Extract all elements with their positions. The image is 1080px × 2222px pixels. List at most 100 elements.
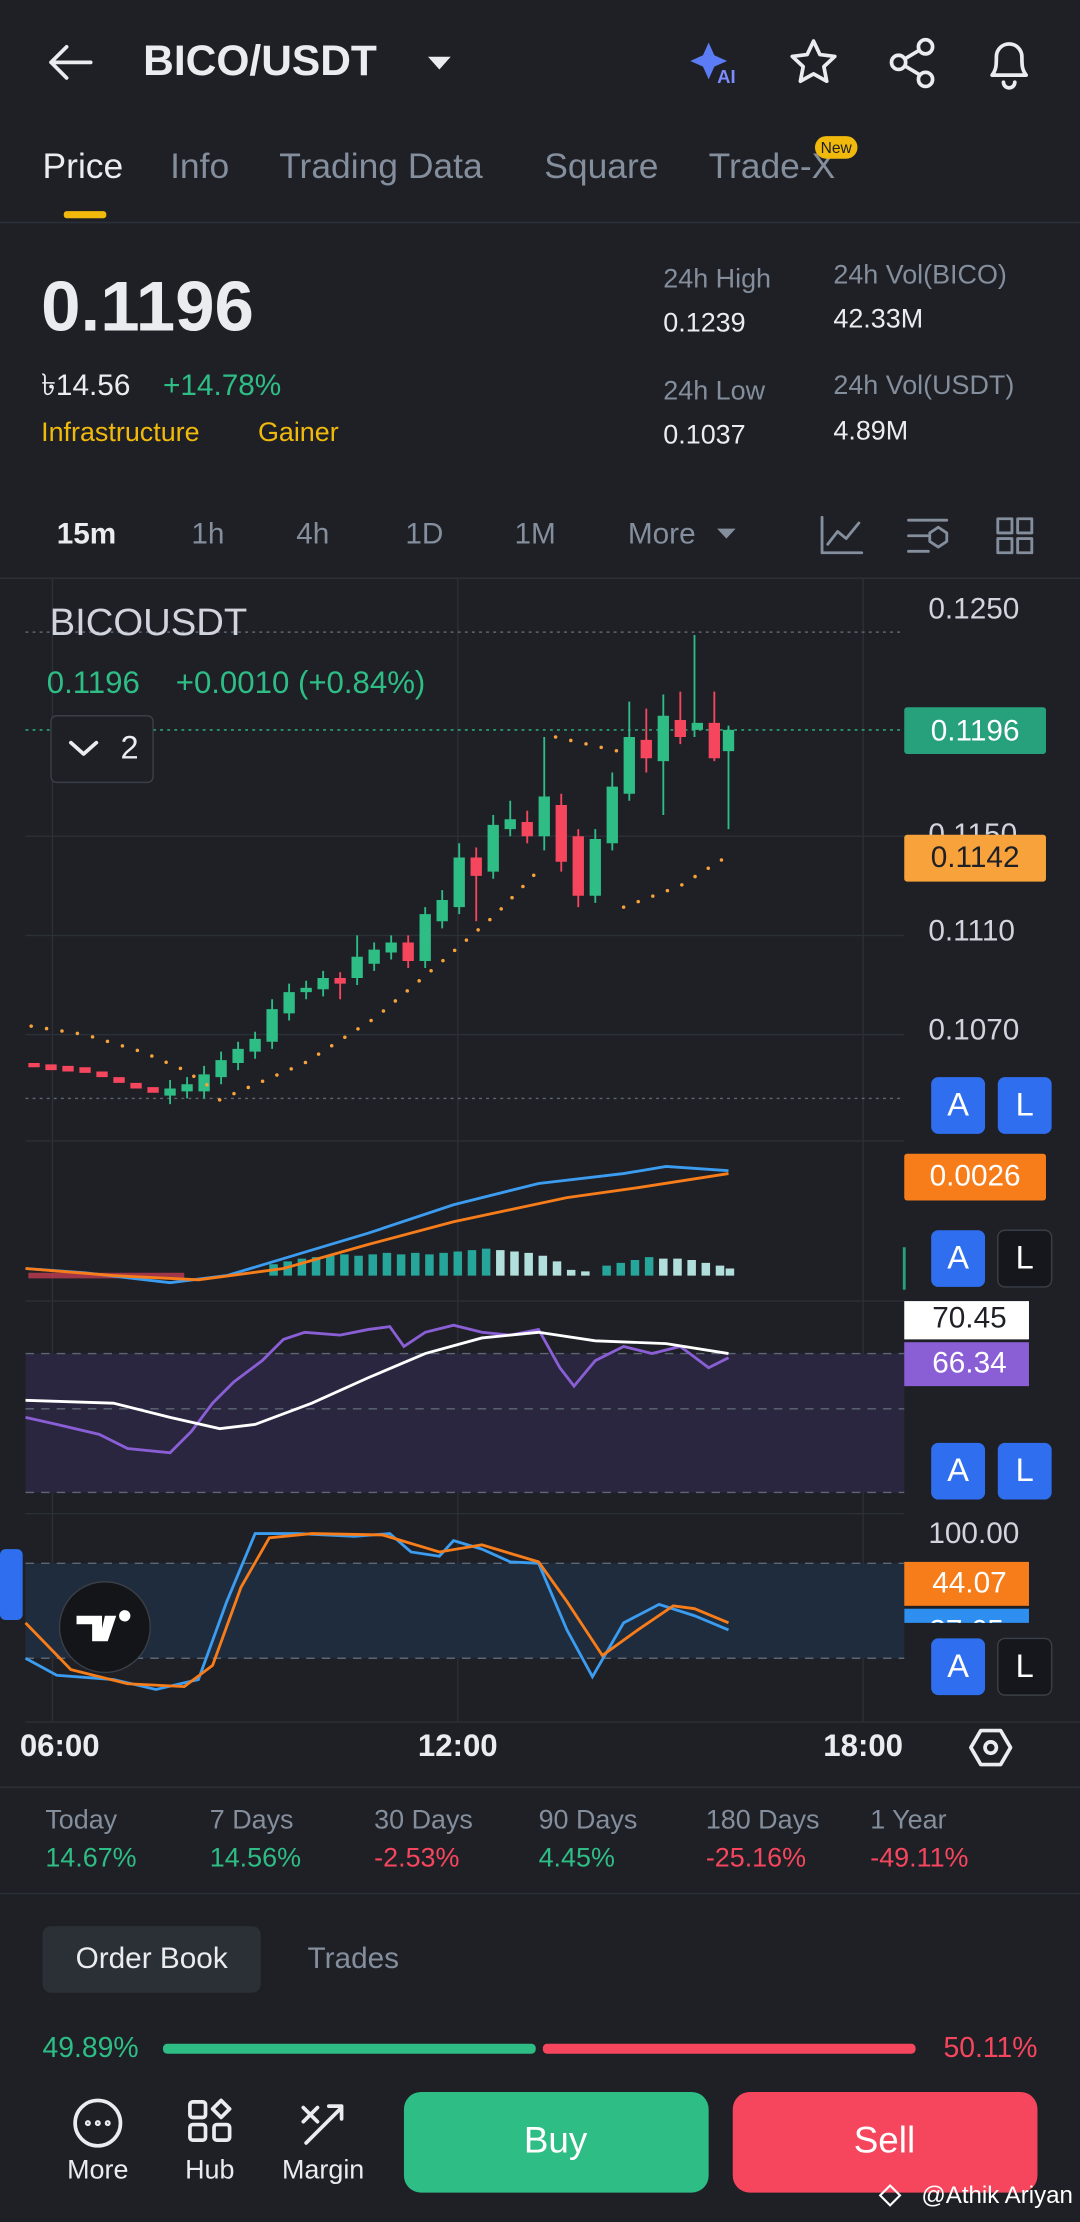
l-button[interactable] <box>997 1637 1053 1696</box>
buy-button[interactable] <box>403 2091 709 2193</box>
bid-bar <box>162 2043 536 2054</box>
a-button[interactable] <box>931 1638 986 1696</box>
hub-icon[interactable] <box>188 2098 232 2142</box>
stat-value: 0.1037 <box>663 420 745 450</box>
alert-button[interactable] <box>990 42 1028 90</box>
l-label: L <box>1016 1451 1034 1488</box>
stat-value: 4.89M <box>833 415 908 445</box>
macd-histogram <box>496 1250 735 1276</box>
nav-label[interactable]: More <box>67 2154 128 2184</box>
a-label: A <box>947 1647 969 1684</box>
time-axis-label: 18:00 <box>823 1728 903 1763</box>
stoch-badge-bg <box>904 1608 1029 1623</box>
new-badge: New <box>821 140 853 157</box>
rsi-ma <box>25 1330 729 1431</box>
stat-value: 0.1239 <box>663 308 745 338</box>
l-button[interactable] <box>997 1442 1052 1500</box>
stat-value: 42.33M <box>833 303 923 333</box>
tag[interactable]: Gainer <box>258 417 339 447</box>
chart-settings[interactable] <box>969 1728 1013 1767</box>
candles-up <box>164 715 735 1096</box>
layout-button[interactable] <box>996 517 1034 555</box>
indicator-toggle[interactable] <box>50 715 154 784</box>
interval[interactable]: More <box>628 518 696 551</box>
perf-value: 4.45% <box>539 1843 615 1873</box>
macd-line <box>25 1165 729 1285</box>
share-button[interactable] <box>889 37 935 89</box>
a-label: A <box>947 1086 969 1123</box>
macd-histogram <box>269 1248 654 1276</box>
last-badge: 0.1196 <box>931 715 1020 748</box>
interval[interactable]: 1M <box>514 518 555 551</box>
settings-button[interactable] <box>907 518 949 553</box>
nav-label[interactable]: Hub <box>185 2154 234 2184</box>
nav-label[interactable]: Margin <box>282 2154 364 2184</box>
rsi-badge-bg <box>904 1301 1029 1340</box>
interval[interactable]: 1D <box>405 518 443 551</box>
sell-button[interactable] <box>732 2091 1038 2193</box>
order-book-tab-bg[interactable] <box>42 1926 261 1993</box>
tab[interactable]: Info <box>170 146 229 186</box>
sar-badge: 0.1142 <box>931 841 1020 874</box>
l-label: L <box>1016 1647 1034 1684</box>
last-price: 0.1196 <box>41 268 254 347</box>
interval[interactable]: 1h <box>191 518 224 551</box>
stat-label: 24h Vol(BICO) <box>833 259 1006 289</box>
tab[interactable]: Trade-X <box>709 146 836 186</box>
tab[interactable]: Trading Data <box>279 146 483 186</box>
pair-dropdown[interactable] <box>428 56 451 70</box>
rsi-badge-bg <box>904 1342 1029 1387</box>
price-axis-label: 0.1070 <box>928 1014 1019 1047</box>
l-button[interactable] <box>997 1077 1052 1134</box>
back-button[interactable] <box>49 44 93 80</box>
overlay-buttons: A L A L A L A L <box>931 1077 1053 1696</box>
signal-line <box>25 1172 729 1282</box>
a-label: A <box>947 1239 969 1276</box>
candles-down <box>28 719 720 1093</box>
tag[interactable]: Infrastructure <box>41 417 200 447</box>
perf-label: 180 Days <box>706 1804 820 1834</box>
sar-badge-bg <box>904 834 1046 882</box>
rsi-band <box>25 1353 905 1493</box>
bid-ratio: 49.89% <box>43 2032 139 2064</box>
stoch-band <box>25 1563 905 1659</box>
stat-label: 24h High <box>663 264 771 294</box>
order-book-tab[interactable]: Order Book <box>76 1942 228 1975</box>
indicator-button[interactable] <box>820 515 864 555</box>
perf-label: 1 Year <box>870 1804 946 1834</box>
l-label: L <box>1016 1086 1034 1123</box>
watermark: @Athik Ariyan <box>921 2182 1073 2209</box>
interval[interactable]: 15m <box>57 518 117 551</box>
chart-last: 0.1196 <box>47 665 140 700</box>
favorite-button[interactable] <box>790 39 837 84</box>
perf-value: 14.56% <box>210 1843 301 1873</box>
candle-wicks <box>169 634 730 1105</box>
range-line <box>25 631 905 1100</box>
perf-value: -2.53% <box>374 1843 459 1873</box>
a-button[interactable] <box>931 1077 986 1134</box>
chart-grid <box>25 578 1080 1723</box>
stoch-badge-bg <box>904 1561 1029 1606</box>
l-label: L <box>1016 1239 1034 1276</box>
pair-title[interactable]: BICO/USDT <box>143 38 377 85</box>
ai-icon[interactable] <box>690 42 728 80</box>
ai-label: AI <box>717 66 735 87</box>
a-button[interactable] <box>931 1230 986 1287</box>
margin-icon[interactable] <box>301 2104 344 2145</box>
time-axis-label: 12:00 <box>418 1728 498 1763</box>
price-axis-label: 0.1110 <box>928 914 1015 947</box>
chart-symbol: BICOUSDT <box>50 601 248 644</box>
stoch-badge: 37.65 <box>929 1615 1003 1648</box>
tab[interactable]: Square <box>544 146 658 186</box>
tab[interactable]: Price <box>43 146 124 186</box>
more-dropdown[interactable] <box>717 528 736 539</box>
l-button[interactable] <box>997 1229 1053 1288</box>
more-icon[interactable] <box>73 2098 123 2148</box>
trades-tab[interactable]: Trades <box>308 1942 400 1975</box>
interval[interactable]: 4h <box>296 518 329 551</box>
perf-label: 7 Days <box>210 1804 294 1834</box>
side-handle[interactable] <box>0 1549 23 1620</box>
a-button[interactable] <box>931 1442 986 1500</box>
